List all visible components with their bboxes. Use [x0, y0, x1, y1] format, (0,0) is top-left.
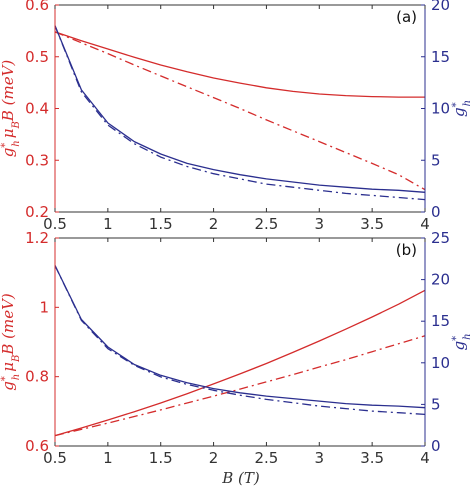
y-right-tick-label: 10	[431, 100, 450, 118]
x-tick-label: 3	[315, 449, 325, 467]
series-red-solid-line	[54, 31, 425, 98]
panel-label: (a)	[396, 8, 417, 26]
x-tick-label: 1.5	[149, 449, 173, 467]
x-tick-label: 2.5	[254, 449, 278, 467]
x-tick-label: 0.5	[43, 449, 67, 467]
y-right-tick-label: 20	[431, 271, 450, 289]
y-left-axis-label: g*hμBB (meV)	[0, 60, 22, 158]
y-right-tick-label: 0	[431, 203, 441, 221]
y-left-tick-label: 0.3	[25, 151, 49, 169]
y-left-tick-label: 0.8	[25, 368, 49, 386]
y-left-tick-label: 1.2	[25, 229, 49, 247]
x-axis-label: B (T)	[221, 469, 260, 487]
y-right-tick-label: 5	[431, 151, 441, 169]
y-left-tick-label: 0.6	[25, 0, 49, 14]
panel-a: 0.5 1 1.5 2 2.5 3 3.5 4 0.2 0.3 0.4 0.5 0.6 0 5 10 15 20 g…	[0, 0, 473, 233]
x-tick-label: 2	[209, 215, 219, 233]
x-tick-label: 4	[420, 215, 430, 233]
y-right-tick-label: 10	[431, 354, 450, 372]
series-blue-dashdot-line	[54, 25, 426, 201]
y-right-tick-label: 0	[431, 437, 441, 455]
y-right-tick-label: 20	[431, 0, 450, 14]
series-blue-solid-line	[54, 25, 426, 193]
series-red-solid-line	[54, 289, 426, 437]
y-left-tick-label: 0.2	[25, 203, 49, 221]
x-tick-label: 2	[209, 449, 219, 467]
series-blue-dashdot-line	[54, 265, 426, 416]
y-left-tick-label: 0.5	[25, 48, 49, 66]
x-tick-label: 0.5	[43, 215, 67, 233]
y-left-tick-label: 1	[39, 298, 49, 316]
x-tick-label: 3.5	[360, 449, 384, 467]
y-right-axis-label: g*h	[450, 333, 473, 350]
y-right-axis-label: g*h	[450, 100, 473, 117]
x-tick-label: 1	[103, 449, 113, 467]
x-tick-label: 3	[315, 215, 325, 233]
series-blue-solid-line	[54, 265, 426, 409]
x-tick-label: 2.5	[254, 215, 278, 233]
x-tick-label: 4	[420, 449, 430, 467]
y-left-tick-label: 0.4	[25, 100, 49, 118]
panel-b: 0.5 1 1.5 2 2.5 3 3.5 4 0.6 0.8 1 1.2 0 5 10 15 20 25 g*hμ…	[0, 229, 473, 467]
x-tick-label: 3.5	[360, 215, 384, 233]
x-tick-label: 1.5	[149, 215, 173, 233]
x-tick-label: 1	[103, 215, 113, 233]
y-right-tick-label: 25	[431, 229, 450, 247]
series-red-dashdot-line	[54, 335, 426, 437]
series-red-dashdot-line	[54, 31, 426, 191]
panel-label: (b)	[396, 241, 417, 259]
y-left-tick-label: 0.6	[25, 437, 49, 455]
y-left-axis-label: g*hμBB (meV)	[0, 293, 22, 391]
y-right-tick-label: 5	[431, 395, 441, 413]
y-right-tick-label: 15	[431, 312, 450, 330]
y-right-tick-label: 15	[431, 48, 450, 66]
